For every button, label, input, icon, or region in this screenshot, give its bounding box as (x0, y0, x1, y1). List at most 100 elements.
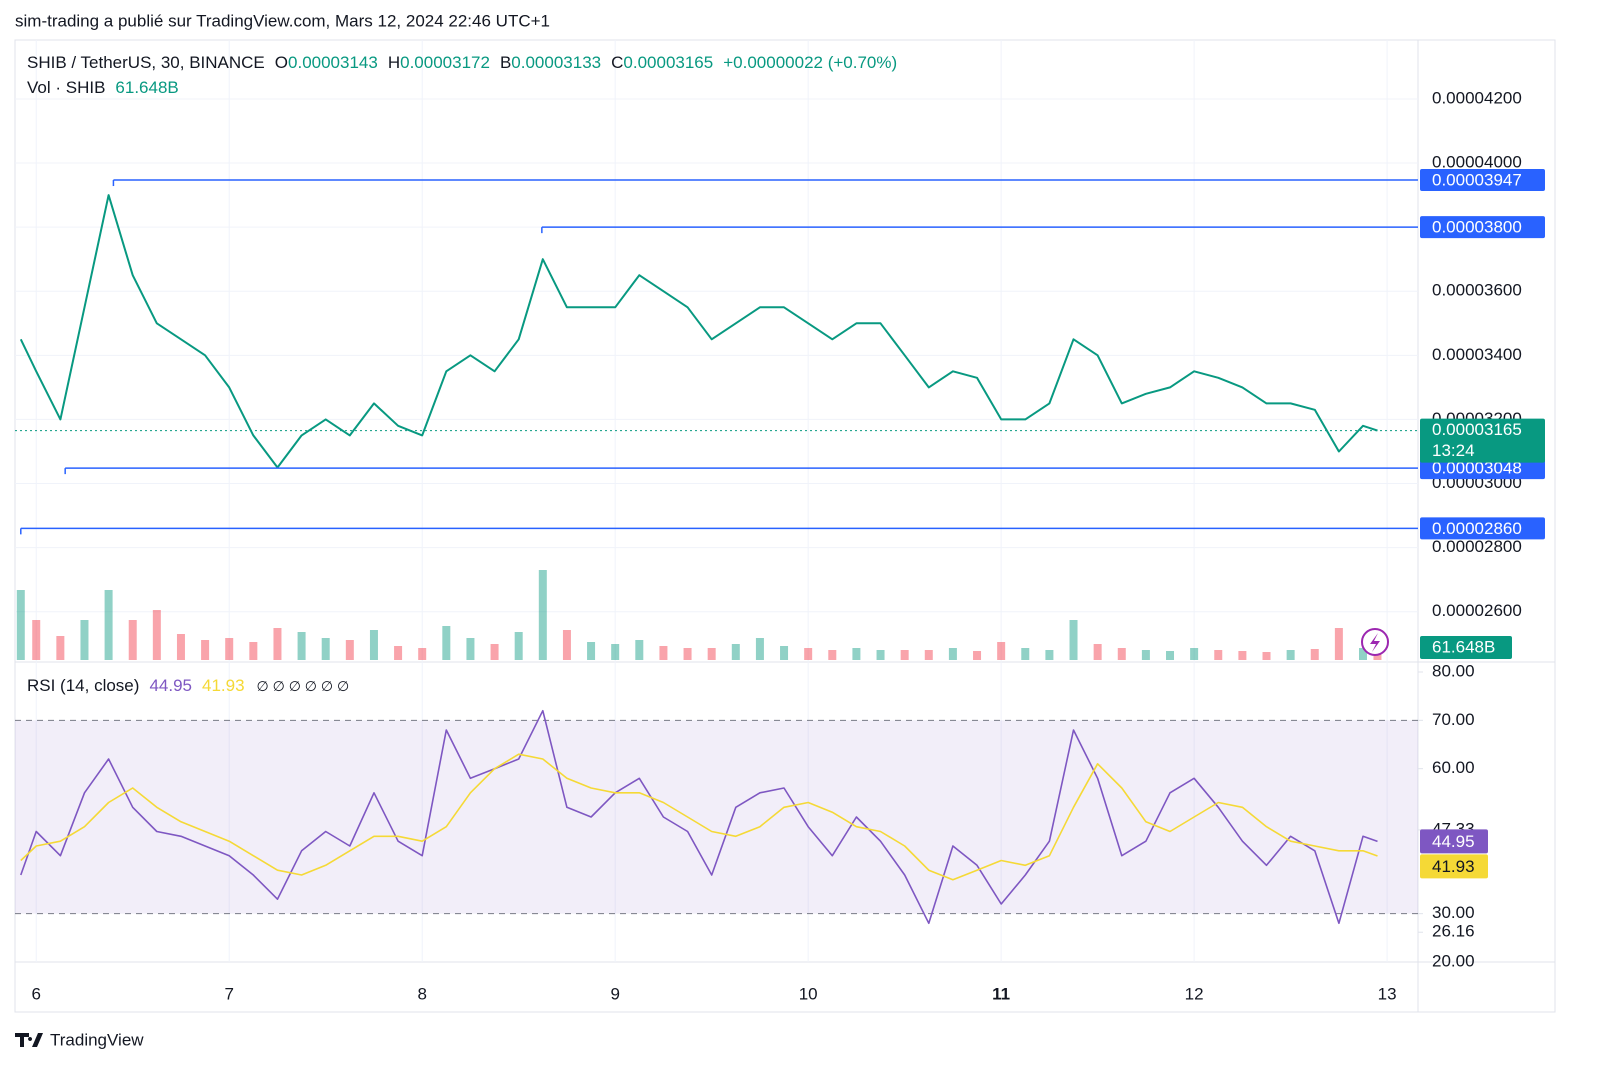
volume-bar (973, 651, 982, 660)
rsi-value: 44.95 (149, 676, 192, 695)
level-label: 0.00003048 (1432, 459, 1522, 478)
volume-bar (562, 630, 571, 660)
volume-bar (755, 638, 764, 660)
volume-box (1420, 636, 1512, 659)
x-tick-label: 6 (31, 984, 40, 1003)
x-tick-label: 10 (799, 984, 818, 1003)
volume-bar (490, 644, 499, 660)
y-tick-label: 70.00 (1432, 710, 1475, 729)
volume-bar (56, 636, 65, 660)
change: +0.00000022 (+0.70%) (723, 53, 897, 72)
rsi-value-box (1420, 854, 1488, 879)
y-tick-label: 30.00 (1432, 903, 1475, 922)
volume-bar (369, 630, 378, 660)
volume-bar (1093, 644, 1102, 660)
frame (14, 39, 1556, 1013)
volume-bar (1358, 648, 1367, 660)
x-tick-label: 8 (417, 984, 426, 1003)
y-tick-label: 0.00002600 (1432, 601, 1522, 620)
logo-icon (15, 1033, 43, 1047)
rsi-ma-line (20, 753, 1378, 881)
volume-bar (1238, 651, 1247, 660)
volume-bar (442, 626, 451, 660)
volume-bar (1021, 648, 1030, 660)
volume-bar (1069, 620, 1078, 660)
volume-bar (876, 650, 885, 660)
close: 0.00003165 (623, 53, 713, 72)
h-label: H (388, 53, 400, 72)
volume-bar (1310, 649, 1319, 660)
volume-bar (104, 590, 113, 660)
volume-bar (1334, 628, 1343, 660)
level-box (1420, 517, 1545, 540)
volume-bar (900, 650, 909, 660)
plot: 6 7 8 9 10 11 12 13 0.00004200 0.00004000 0.000038… (15, 40, 1545, 1003)
volume-bar (32, 620, 41, 660)
volume-bar (345, 640, 354, 660)
x-tick-label: 11 (992, 984, 1010, 1003)
y-tick-label: 80.00 (1432, 661, 1475, 680)
volume-bar (466, 638, 475, 660)
volume-bar (176, 634, 185, 660)
symbol: SHIB / TetherUS, 30, BINANCE (27, 53, 265, 72)
x-tick-label: 12 (1185, 984, 1204, 1003)
volume-bar (780, 646, 789, 660)
volume-bar (1166, 651, 1175, 660)
volume-bar (201, 640, 210, 660)
volume-bar (1262, 652, 1271, 660)
rsi-value-label: 44.95 (1432, 832, 1475, 851)
y-tick-label: 60.00 (1432, 758, 1475, 777)
volume-bar (16, 590, 25, 660)
volume-bar (659, 646, 668, 660)
volume-legend: Vol · SHIB 61.648B (27, 78, 179, 97)
volume-bar (273, 628, 282, 660)
rsi-title: RSI (14, close) (27, 676, 139, 695)
volume-value: 61.648B (115, 78, 178, 97)
level-box (1420, 216, 1545, 239)
rsi-value-label: 41.93 (1432, 857, 1475, 876)
volume-bar (828, 650, 837, 660)
rsi-ma-value: 41.93 (202, 676, 245, 695)
volume-bar (804, 648, 813, 660)
alert-bolt (1370, 633, 1380, 652)
c-label: C (611, 53, 623, 72)
volume-bar (418, 648, 427, 660)
l-label: B (500, 53, 511, 72)
y-tick-label: 0.00004200 (1432, 88, 1522, 107)
level-label: 0.00003800 (1432, 218, 1522, 237)
volume-bar (997, 642, 1006, 660)
volume-bar (1117, 648, 1126, 660)
x-tick-label: 7 (224, 984, 233, 1003)
volume-bar (1190, 648, 1199, 660)
volume-box-label: 61.648B (1432, 637, 1495, 656)
low: 0.00003133 (511, 53, 601, 72)
volume-bar (852, 648, 861, 660)
high: 0.00003172 (400, 53, 490, 72)
volume-bar (538, 570, 547, 660)
rsi-na: ∅ ∅ ∅ ∅ ∅ ∅ (257, 678, 350, 694)
y-tick-label: 0.00003400 (1432, 345, 1522, 364)
volume-bar (249, 642, 258, 660)
volume-bar (80, 620, 89, 660)
open: 0.00003143 (288, 53, 378, 72)
volume-bar (514, 632, 523, 660)
volume-bar (948, 648, 957, 660)
volume-bar (1141, 650, 1150, 660)
level-label: 0.00003947 (1432, 171, 1522, 190)
volume-bar (587, 642, 596, 660)
o-label: O (275, 53, 288, 72)
rsi-value-box (1420, 829, 1488, 854)
volume-bar (128, 620, 137, 660)
footer: TradingView (50, 1030, 144, 1049)
x-tick-label: 13 (1378, 984, 1397, 1003)
volume-bar (1286, 650, 1295, 660)
level-box (1420, 169, 1545, 192)
volume-bar (152, 610, 161, 660)
volume-bar (321, 638, 330, 660)
rsi-legend: RSI (14, close) 44.95 41.93 ∅ ∅ ∅ ∅ ∅ ∅ (27, 676, 349, 695)
y-tick-label: 20.00 (1432, 951, 1475, 970)
volume-bar (611, 644, 620, 660)
volume-bar (394, 646, 403, 660)
rsi-line (20, 709, 1378, 925)
countdown: 13:24 (1432, 441, 1475, 460)
